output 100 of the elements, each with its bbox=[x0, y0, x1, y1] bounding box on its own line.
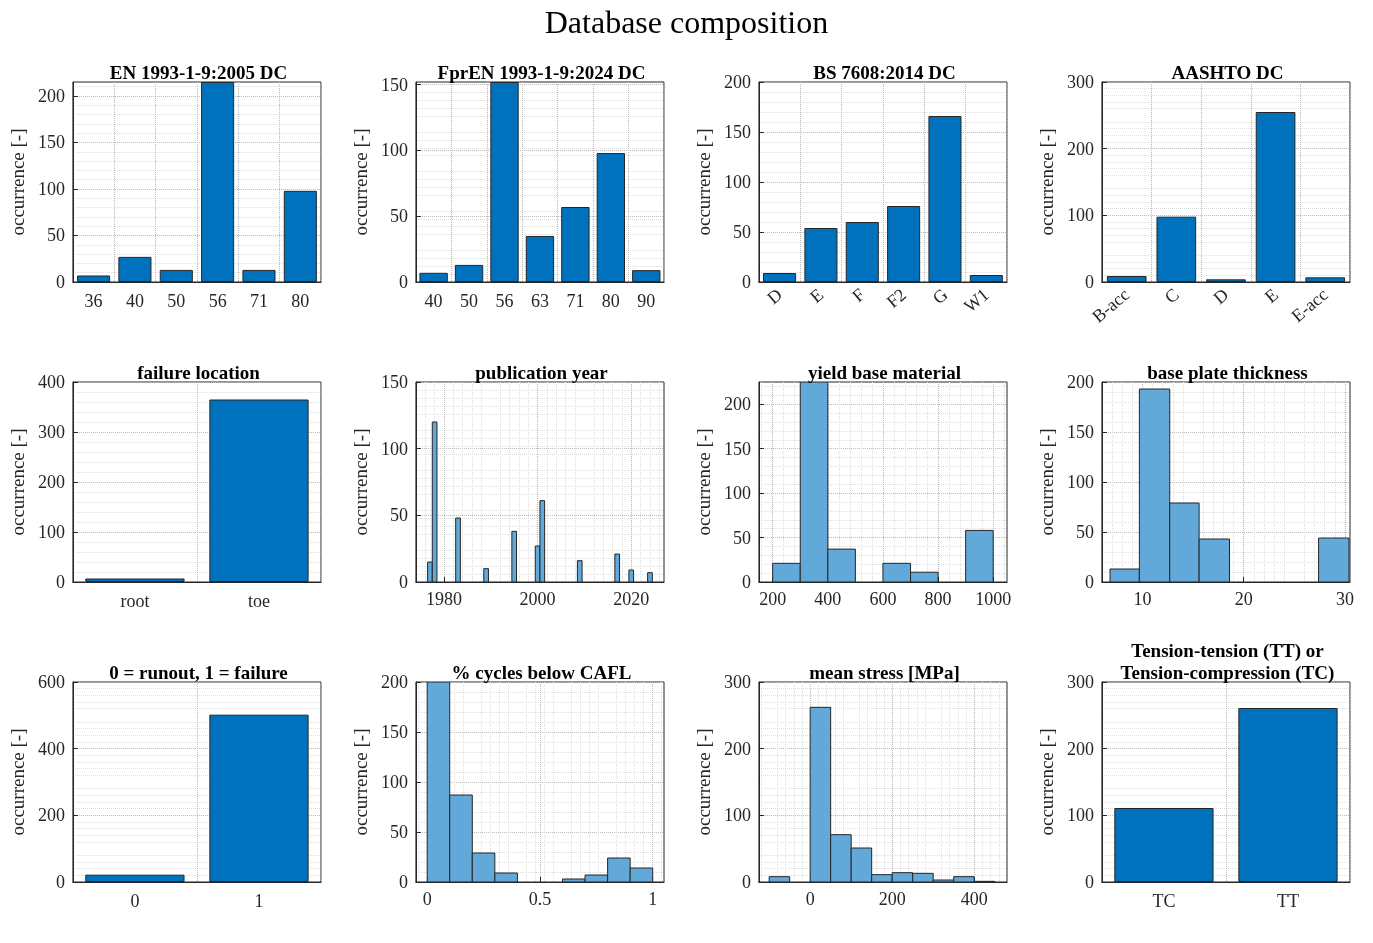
y-tick-label: 200 bbox=[723, 394, 751, 415]
y-axis-title: occurrence [-] bbox=[693, 128, 714, 236]
y-axis-title: occurrence [-] bbox=[1036, 728, 1057, 836]
x-tick-label: TT bbox=[1276, 891, 1299, 911]
x-tick-label: 2000 bbox=[519, 589, 556, 609]
y-tick-label: 200 bbox=[37, 472, 65, 492]
y-tick-label: 150 bbox=[380, 74, 408, 95]
y-axis-title: occurrence [-] bbox=[7, 128, 28, 236]
x-tick-label: 63 bbox=[530, 291, 549, 311]
y-axis-title: occurrence [-] bbox=[350, 728, 371, 836]
y-tick-label: 400 bbox=[37, 372, 65, 392]
chart-title: Tension-tension (TT) or Tension-compression (TC) bbox=[1120, 639, 1335, 684]
y-axis-title: occurrence [-] bbox=[1036, 128, 1057, 236]
x-tick-label: D bbox=[1209, 284, 1233, 309]
y-tick-label: 200 bbox=[1066, 372, 1094, 392]
y-tick-label: 0 bbox=[398, 872, 408, 892]
y-tick-label: 200 bbox=[1066, 738, 1094, 759]
y-tick-label: 50 bbox=[46, 225, 65, 246]
x-tick-label: 56 bbox=[495, 291, 514, 311]
y-tick-label: 150 bbox=[37, 132, 65, 153]
y-tick-label: 200 bbox=[380, 672, 408, 692]
y-tick-label: 150 bbox=[380, 722, 408, 742]
x-tick-label: 400 bbox=[960, 889, 988, 909]
x-tick-label: F bbox=[848, 284, 869, 307]
y-tick-label: 150 bbox=[380, 372, 408, 392]
x-tick-label: 36 bbox=[84, 291, 103, 311]
chart-title: EN 1993-1-9:2005 DC bbox=[109, 61, 288, 83]
y-tick-label: 0 bbox=[55, 872, 65, 892]
y-tick-label: 50 bbox=[389, 505, 408, 526]
x-tick-label: 400 bbox=[814, 589, 842, 609]
x-tick-label: 71 bbox=[566, 291, 585, 311]
x-tick-label: 56 bbox=[208, 291, 227, 311]
y-tick-label: 0 bbox=[1084, 872, 1094, 892]
x-tick-label: 50 bbox=[167, 291, 186, 311]
y-tick-label: 200 bbox=[1066, 138, 1094, 159]
x-tick-label: 800 bbox=[924, 589, 952, 609]
chart-title: AASHTO DC bbox=[1171, 61, 1284, 83]
x-tick-label: 0.5 bbox=[528, 889, 552, 909]
y-tick-label: 100 bbox=[380, 140, 408, 161]
x-tick-label: 80 bbox=[601, 291, 620, 311]
y-tick-label: 200 bbox=[37, 805, 65, 826]
x-tick-label: 40 bbox=[424, 291, 443, 311]
y-tick-label: 100 bbox=[380, 438, 408, 459]
x-tick-label: C bbox=[1160, 284, 1183, 308]
chart-title: mean stress [MPa] bbox=[809, 661, 960, 683]
y-tick-label: 50 bbox=[389, 822, 408, 842]
x-tick-label: 20 bbox=[1234, 589, 1253, 609]
chart-title: failure location bbox=[137, 361, 261, 383]
x-tick-label: 200 bbox=[759, 589, 787, 609]
x-tick-label: TC bbox=[1152, 891, 1176, 911]
y-tick-label: 100 bbox=[1066, 205, 1094, 226]
y-axis-title: occurrence [-] bbox=[350, 428, 371, 536]
x-tick-label: toe bbox=[247, 591, 270, 611]
y-axis-title: occurrence [-] bbox=[693, 428, 714, 536]
y-tick-label: 200 bbox=[723, 72, 751, 92]
chart-title: % cycles below CAFL bbox=[451, 661, 632, 683]
x-tick-label: E bbox=[806, 284, 828, 307]
x-tick-label: 1 bbox=[648, 889, 658, 909]
x-tick-label: 71 bbox=[249, 291, 268, 311]
chart-title: base plate thickness bbox=[1147, 361, 1308, 383]
y-tick-label: 150 bbox=[723, 122, 751, 142]
x-tick-label: 200 bbox=[878, 889, 906, 909]
x-tick-label: E bbox=[1260, 284, 1282, 307]
y-tick-label: 600 bbox=[37, 672, 65, 692]
chart-title: publication year bbox=[475, 361, 609, 383]
y-tick-label: 0 bbox=[741, 872, 751, 892]
y-tick-label: 100 bbox=[723, 483, 751, 504]
y-axis-title: occurrence [-] bbox=[1036, 428, 1057, 536]
x-tick-label: 0 bbox=[422, 889, 432, 909]
y-axis-title: occurrence [-] bbox=[7, 728, 28, 836]
y-tick-label: 0 bbox=[741, 572, 751, 592]
text: Database composition bbox=[543, 4, 830, 41]
chart-title: BS 7608:2014 DC bbox=[813, 61, 956, 83]
x-tick-label: W1 bbox=[959, 284, 993, 317]
x-tick-label: 1000 bbox=[975, 589, 1012, 609]
y-tick-label: 400 bbox=[37, 738, 65, 759]
x-tick-label: 0 bbox=[130, 891, 140, 911]
x-tick-label: 1 bbox=[254, 891, 264, 911]
y-tick-label: 200 bbox=[723, 738, 751, 759]
x-tick-label: 30 bbox=[1335, 589, 1354, 609]
y-tick-label: 50 bbox=[732, 222, 751, 242]
y-axis-title: occurrence [-] bbox=[350, 128, 371, 236]
y-tick-label: 300 bbox=[1066, 72, 1094, 92]
y-tick-label: 300 bbox=[1066, 672, 1094, 692]
y-tick-label: 100 bbox=[37, 522, 65, 542]
y-axis-title: occurrence [-] bbox=[7, 428, 28, 536]
y-tick-label: 0 bbox=[55, 572, 65, 592]
y-tick-label: 100 bbox=[1066, 472, 1094, 492]
y-tick-label: 100 bbox=[723, 805, 751, 826]
chart-title: 0 = runout, 1 = failure bbox=[109, 661, 288, 683]
y-tick-label: 50 bbox=[389, 206, 408, 227]
x-tick-label: F2 bbox=[882, 284, 911, 312]
x-tick-label: 600 bbox=[869, 589, 897, 609]
y-tick-label: 100 bbox=[1066, 805, 1094, 826]
y-tick-label: 50 bbox=[1075, 522, 1094, 542]
x-tick-label: 80 bbox=[291, 291, 310, 311]
y-tick-label: 300 bbox=[723, 672, 751, 692]
chart-title: yield base material bbox=[807, 361, 962, 383]
y-tick-label: 100 bbox=[723, 172, 751, 192]
x-tick-label: root bbox=[120, 591, 150, 611]
